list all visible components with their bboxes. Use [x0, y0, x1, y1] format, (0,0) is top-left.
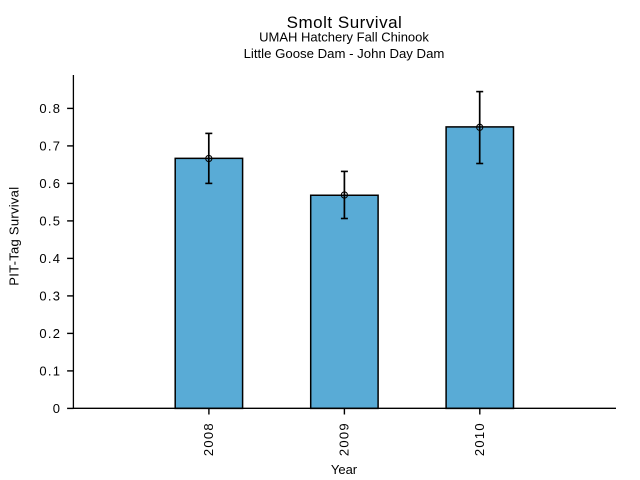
svg-text:0.2: 0.2 [39, 326, 61, 341]
svg-text:2008: 2008 [201, 422, 216, 456]
svg-text:Smolt Survival: Smolt Survival [287, 13, 403, 32]
svg-text:0.6: 0.6 [39, 176, 61, 191]
svg-text:0.1: 0.1 [39, 364, 61, 379]
svg-text:0.4: 0.4 [39, 251, 61, 266]
svg-text:0: 0 [53, 401, 62, 416]
svg-text:0.3: 0.3 [39, 289, 61, 304]
svg-text:2009: 2009 [337, 422, 352, 456]
svg-text:UMAH Hatchery Fall Chinook: UMAH Hatchery Fall Chinook [259, 30, 429, 45]
svg-text:0.5: 0.5 [39, 214, 61, 229]
svg-text:Year: Year [331, 462, 358, 477]
svg-text:PIT-Tag Survival: PIT-Tag Survival [7, 187, 22, 286]
svg-text:0.7: 0.7 [39, 139, 61, 154]
svg-text:0.8: 0.8 [39, 101, 61, 116]
svg-text:2010: 2010 [472, 422, 487, 456]
svg-text:Little Goose Dam - John Day Da: Little Goose Dam - John Day Dam [244, 46, 445, 61]
